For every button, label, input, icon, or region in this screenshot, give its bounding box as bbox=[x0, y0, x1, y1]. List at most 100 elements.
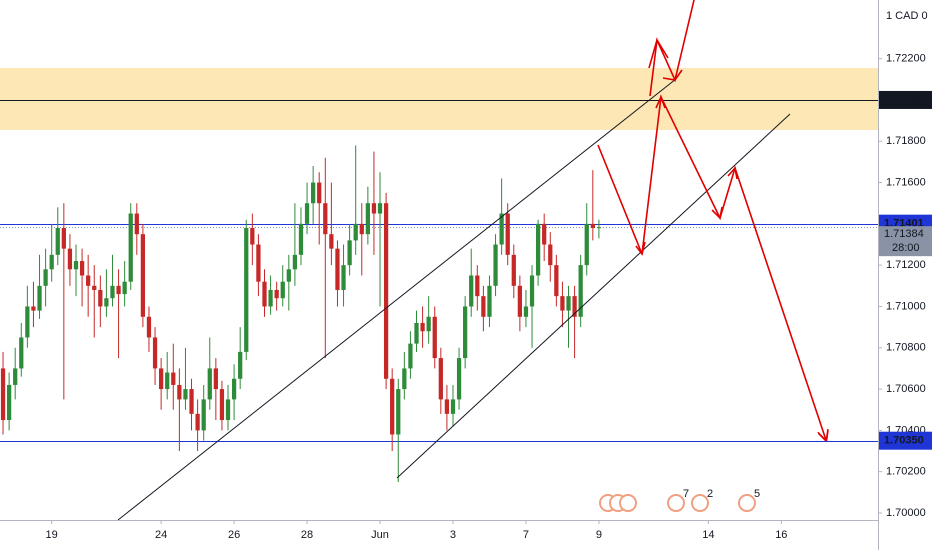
candle-body bbox=[329, 234, 334, 249]
candle-body bbox=[432, 316, 437, 359]
candle-body bbox=[219, 389, 225, 421]
candle-body bbox=[207, 368, 212, 400]
candle-body bbox=[61, 227, 66, 249]
candle-body bbox=[572, 296, 577, 317]
candle-body bbox=[420, 322, 425, 332]
candle-body bbox=[250, 227, 255, 245]
candle-body bbox=[280, 281, 285, 299]
candle-body bbox=[159, 368, 164, 390]
arrow-head bbox=[648, 38, 669, 69]
candle-body bbox=[268, 289, 273, 307]
candle-body bbox=[475, 275, 480, 297]
candle-body bbox=[146, 316, 152, 338]
y-tick-label: 1.71000 bbox=[886, 300, 926, 312]
event-count: 2 bbox=[707, 488, 713, 500]
y-tick-label: 1.70000 bbox=[886, 507, 926, 519]
channel-upper-line bbox=[117, 78, 677, 521]
candle-body bbox=[213, 368, 218, 390]
y-tick-label: 1.71200 bbox=[886, 259, 926, 271]
last-price-badge bbox=[879, 226, 932, 257]
candle-body bbox=[450, 399, 456, 414]
candle-body bbox=[13, 368, 18, 385]
candle-body bbox=[31, 306, 36, 311]
candle-body bbox=[596, 227, 602, 229]
candle-body bbox=[274, 289, 279, 299]
candle-body bbox=[511, 254, 516, 286]
projection-arrow bbox=[597, 94, 826, 440]
x-tick-label: 14 bbox=[702, 529, 714, 541]
candle-body bbox=[231, 378, 237, 400]
candle-body bbox=[256, 244, 261, 282]
candle-body bbox=[414, 322, 419, 344]
candle-body bbox=[92, 285, 97, 290]
x-tick-label: 28 bbox=[301, 529, 313, 541]
arrow-head bbox=[711, 206, 723, 220]
candle-body bbox=[371, 203, 377, 214]
candle-body bbox=[55, 227, 60, 255]
candle-body bbox=[244, 227, 249, 352]
candle-body bbox=[487, 285, 492, 317]
arrow-head bbox=[635, 241, 646, 256]
candle-body bbox=[49, 254, 54, 270]
candle-body bbox=[548, 244, 553, 266]
arrow-head bbox=[655, 94, 666, 109]
candle-body bbox=[584, 223, 589, 266]
x-tick-label: Jun bbox=[371, 529, 389, 541]
candle-body bbox=[292, 254, 298, 270]
candle-body bbox=[590, 223, 595, 228]
event-icon[interactable] bbox=[691, 494, 709, 512]
price-badge-label: 1.72000 bbox=[884, 94, 924, 106]
candle-body bbox=[377, 203, 383, 214]
price-badge bbox=[879, 431, 932, 450]
y-tick-label: 1.71800 bbox=[886, 135, 926, 147]
candle-body bbox=[286, 269, 291, 282]
candle-body bbox=[554, 265, 559, 297]
scale-label: 1 CAD 0 bbox=[886, 10, 928, 22]
event-icon[interactable] bbox=[738, 494, 756, 512]
candle-body bbox=[152, 337, 158, 369]
candle-body bbox=[335, 248, 340, 290]
x-tick-label: 9 bbox=[596, 529, 602, 541]
candle-body bbox=[505, 213, 510, 255]
candle-body bbox=[6, 384, 12, 421]
candle-body bbox=[341, 265, 346, 290]
time-scale bbox=[0, 520, 878, 550]
channel-lower-line bbox=[396, 113, 791, 479]
candle-body bbox=[128, 213, 133, 282]
y-tick-label: 1.71600 bbox=[886, 176, 926, 188]
candle-body bbox=[578, 265, 583, 317]
candle-body bbox=[323, 203, 328, 235]
candle-body bbox=[426, 316, 431, 332]
last-price-label: 1.71384 bbox=[884, 228, 924, 240]
countdown-label: 28:00 bbox=[892, 242, 920, 254]
y-tick-label: 1.70200 bbox=[886, 466, 926, 478]
candle-body bbox=[347, 240, 352, 266]
candle-body bbox=[311, 182, 316, 204]
candle-body bbox=[73, 261, 79, 270]
candle-body bbox=[140, 234, 146, 317]
candle-body bbox=[177, 384, 182, 400]
event-icon[interactable] bbox=[667, 494, 685, 512]
event-count: 7 bbox=[683, 488, 689, 500]
y-tick-label: 1.70600 bbox=[886, 383, 926, 395]
arrow-head bbox=[662, 69, 683, 81]
candle-body bbox=[110, 285, 115, 299]
candle-body bbox=[37, 285, 42, 311]
candle-body bbox=[0, 368, 6, 421]
candle-body bbox=[98, 289, 103, 307]
candle-body bbox=[189, 389, 194, 414]
candle-body bbox=[535, 223, 541, 276]
candle-body bbox=[408, 343, 413, 369]
x-tick-label: 16 bbox=[775, 529, 787, 541]
candle-body bbox=[25, 306, 30, 338]
projection-arrow bbox=[649, 0, 695, 97]
candle-body bbox=[116, 285, 121, 295]
candle-body bbox=[238, 351, 243, 379]
candle-body bbox=[359, 223, 364, 235]
candle-body bbox=[463, 306, 468, 359]
candle-body bbox=[43, 269, 48, 286]
event-icon[interactable] bbox=[619, 494, 637, 512]
candle-body bbox=[183, 389, 188, 400]
candle-body bbox=[523, 306, 529, 317]
